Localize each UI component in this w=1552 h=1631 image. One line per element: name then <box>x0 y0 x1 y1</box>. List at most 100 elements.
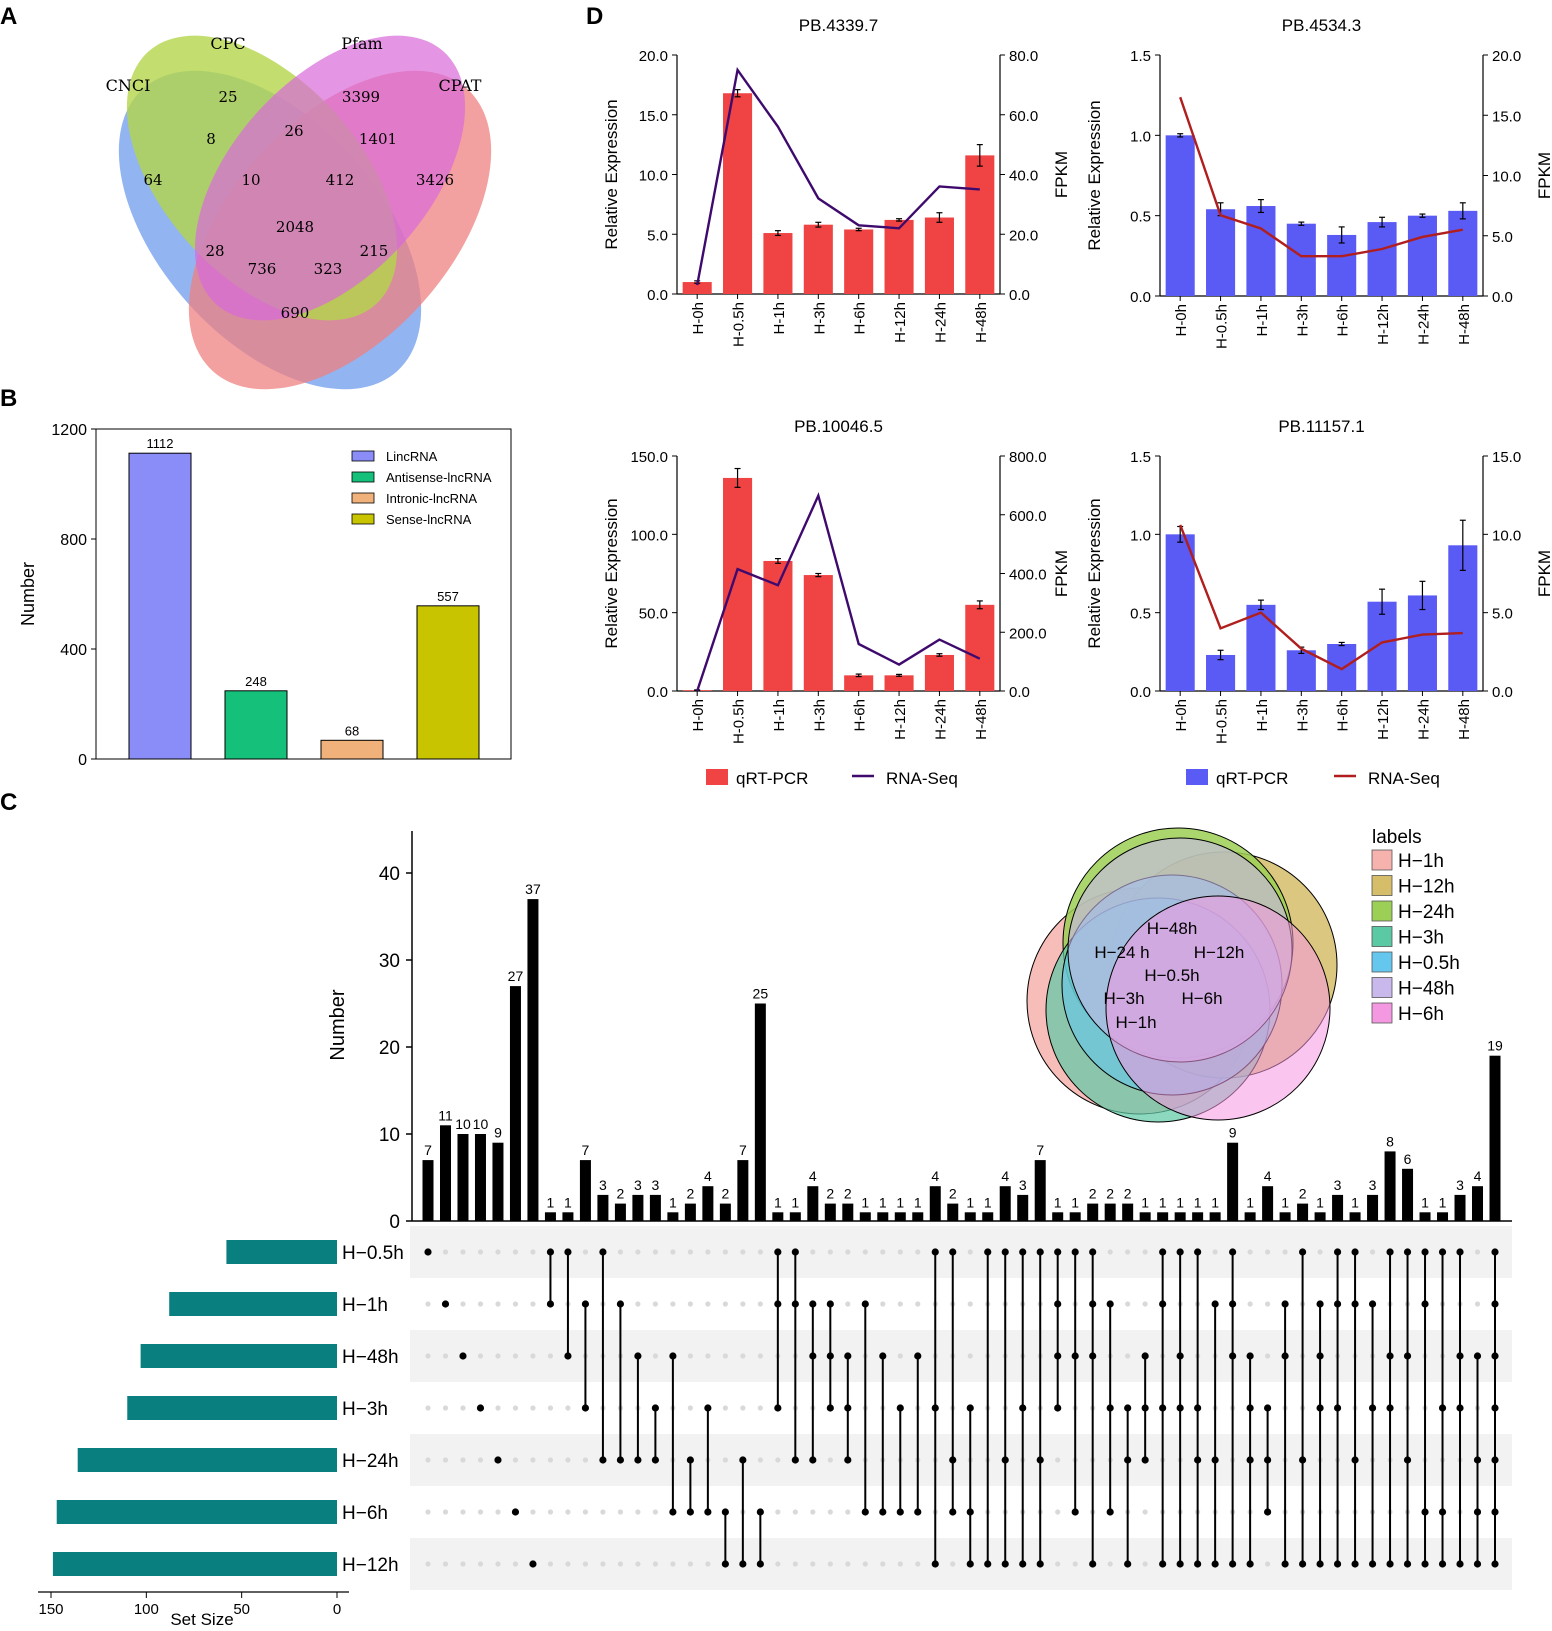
intersection-bar <box>1244 1212 1256 1221</box>
intersection-bar <box>912 1212 924 1221</box>
matrix-dot-empty <box>477 1509 484 1515</box>
matrix-dot-filled <box>424 1248 432 1256</box>
y2-tick-label: 80.0 <box>1009 48 1038 65</box>
intersection-bar <box>509 986 521 1221</box>
venn-legend-swatch <box>1371 849 1393 871</box>
y2-tick-label: 15.0 <box>1492 108 1521 125</box>
venn-region-value: 64 <box>143 171 162 189</box>
set-size-bar <box>140 1344 337 1368</box>
matrix-dot-empty <box>530 1405 536 1411</box>
x-tick-label: H-24h <box>932 699 949 740</box>
matrix-dot-filled <box>529 1560 537 1568</box>
matrix-dot-empty <box>512 1405 519 1411</box>
matrix-dot-empty <box>512 1301 519 1307</box>
matrix-dot-empty <box>827 1509 833 1515</box>
intersection-bar-label: 1 <box>774 1194 782 1210</box>
set-size-bar <box>127 1396 338 1420</box>
matrix-row-stripe <box>410 1330 1512 1382</box>
intersection-bar-label: 1 <box>1246 1194 1254 1210</box>
matrix-dot-empty <box>775 1509 781 1515</box>
intersection-bar <box>1174 1212 1186 1221</box>
x-tick-label: H-6h <box>852 699 869 732</box>
matrix-dot-empty <box>740 1353 746 1359</box>
x-tick-label: H-3h <box>1294 304 1311 337</box>
x-tick-label: H-0h <box>690 302 707 335</box>
matrix-dot-empty <box>827 1561 833 1567</box>
x-tick-label: H-0.5h <box>731 699 748 744</box>
intersection-bar-label: 10 <box>455 1116 471 1132</box>
intersection-bar-label: 1 <box>1159 1194 1167 1210</box>
bar-intronic-lncrna <box>320 739 384 760</box>
venn-set-label-cpat: CPAT <box>439 76 482 95</box>
y-tick-label: 1.5 <box>1130 449 1151 466</box>
venn-set-label-cpc: CPC <box>210 34 245 53</box>
matrix-dot-empty <box>495 1301 501 1307</box>
matrix-dot-empty <box>740 1405 746 1411</box>
y-tick-label: 20 <box>379 1038 400 1059</box>
intersection-bar <box>597 1194 609 1221</box>
matrix-dot-empty <box>845 1249 851 1255</box>
matrix-dot-empty <box>862 1561 868 1567</box>
intersection-bar <box>1332 1194 1344 1221</box>
venn-inset-label: H−6h <box>1181 989 1222 1008</box>
matrix-dot-empty <box>442 1509 449 1515</box>
bar-h-1h <box>1246 206 1276 296</box>
bar-h-0h <box>682 282 712 294</box>
matrix-dot-empty <box>565 1561 571 1567</box>
y2-tick-label: 5.0 <box>1492 229 1513 246</box>
set-label: H−48h <box>342 1347 399 1368</box>
set-size-bar <box>226 1240 337 1264</box>
y-axis-label: Relative Expression <box>602 99 621 249</box>
matrix-dot-empty <box>547 1509 554 1515</box>
set-size-bar <box>77 1448 338 1472</box>
intersection-bar-label: 1 <box>1071 1194 1079 1210</box>
matrix-dot-empty <box>1247 1301 1253 1307</box>
chart-title: PB.11157.1 <box>1278 417 1364 436</box>
matrix-dot-empty <box>460 1509 466 1515</box>
intersection-bar-label: 1 <box>914 1194 922 1210</box>
legend-label-qrt-pcr: qRT-PCR <box>736 769 808 788</box>
venn-set-label-pfam: Pfam <box>341 34 382 53</box>
venn-inset-label: H−1h <box>1115 1013 1156 1032</box>
chart-pb-4339-7: PB.4339.7 0.0 5.0 10.0 15.0 20.0 0.0 20.0 40.0 60… <box>602 16 1071 347</box>
matrix-dot-empty <box>897 1249 903 1255</box>
legend: LincRNA Antisense-lncRNA Intronic-lncRNA Se… <box>351 449 492 527</box>
matrix-dot-empty <box>845 1509 851 1515</box>
intersection-bar <box>632 1194 644 1221</box>
chart-title: PB.4534.3 <box>1282 16 1361 35</box>
intersection-bar-label: 10 <box>473 1116 489 1132</box>
intersection-bar <box>842 1203 854 1221</box>
set-size-tick-label: 50 <box>233 1601 250 1618</box>
bar-h-6h <box>1327 644 1357 691</box>
intersection-bar-label: 1 <box>1141 1194 1149 1210</box>
intersection-bar-label: 1 <box>547 1194 555 1210</box>
matrix-dot-empty <box>547 1353 554 1359</box>
matrix-dot-empty <box>425 1561 431 1567</box>
matrix-dot-empty <box>460 1457 466 1463</box>
x-tick-label: H-48h <box>1456 304 1473 345</box>
chart-pb-10046-5: PB.10046.5 0.0 50.0 100.0 150.0 0.0 200.0 400.0… <box>602 417 1071 744</box>
intersection-bar <box>1297 1203 1309 1221</box>
intersection-bar-label: 1 <box>984 1194 992 1210</box>
matrix-dot-empty <box>495 1249 501 1255</box>
intersection-bar <box>754 1003 766 1221</box>
matrix-dot-empty <box>827 1457 833 1463</box>
matrix-dot-empty <box>547 1457 554 1463</box>
matrix-dot-empty <box>1125 1301 1131 1307</box>
bar-h-6h <box>844 229 874 294</box>
intersection-bar <box>789 1212 801 1221</box>
set-size-axis-label: Set Size <box>170 1610 233 1629</box>
matrix-dot-empty <box>477 1301 484 1307</box>
intersection-bar-label: 3 <box>634 1177 642 1193</box>
venn-circle-h-6h <box>1105 895 1331 1121</box>
matrix-dot-empty <box>1282 1249 1288 1255</box>
matrix-dot-empty <box>652 1353 658 1359</box>
matrix-dot-empty <box>775 1457 781 1463</box>
panel-letter-b: B <box>0 385 17 412</box>
matrix-dot-empty <box>967 1353 973 1359</box>
y2-tick-label: 400.0 <box>1009 567 1047 584</box>
matrix-dot-empty <box>582 1249 589 1255</box>
set-label: H−3h <box>342 1399 388 1420</box>
matrix-dot-empty <box>880 1301 886 1307</box>
intersection-bar <box>807 1186 819 1221</box>
